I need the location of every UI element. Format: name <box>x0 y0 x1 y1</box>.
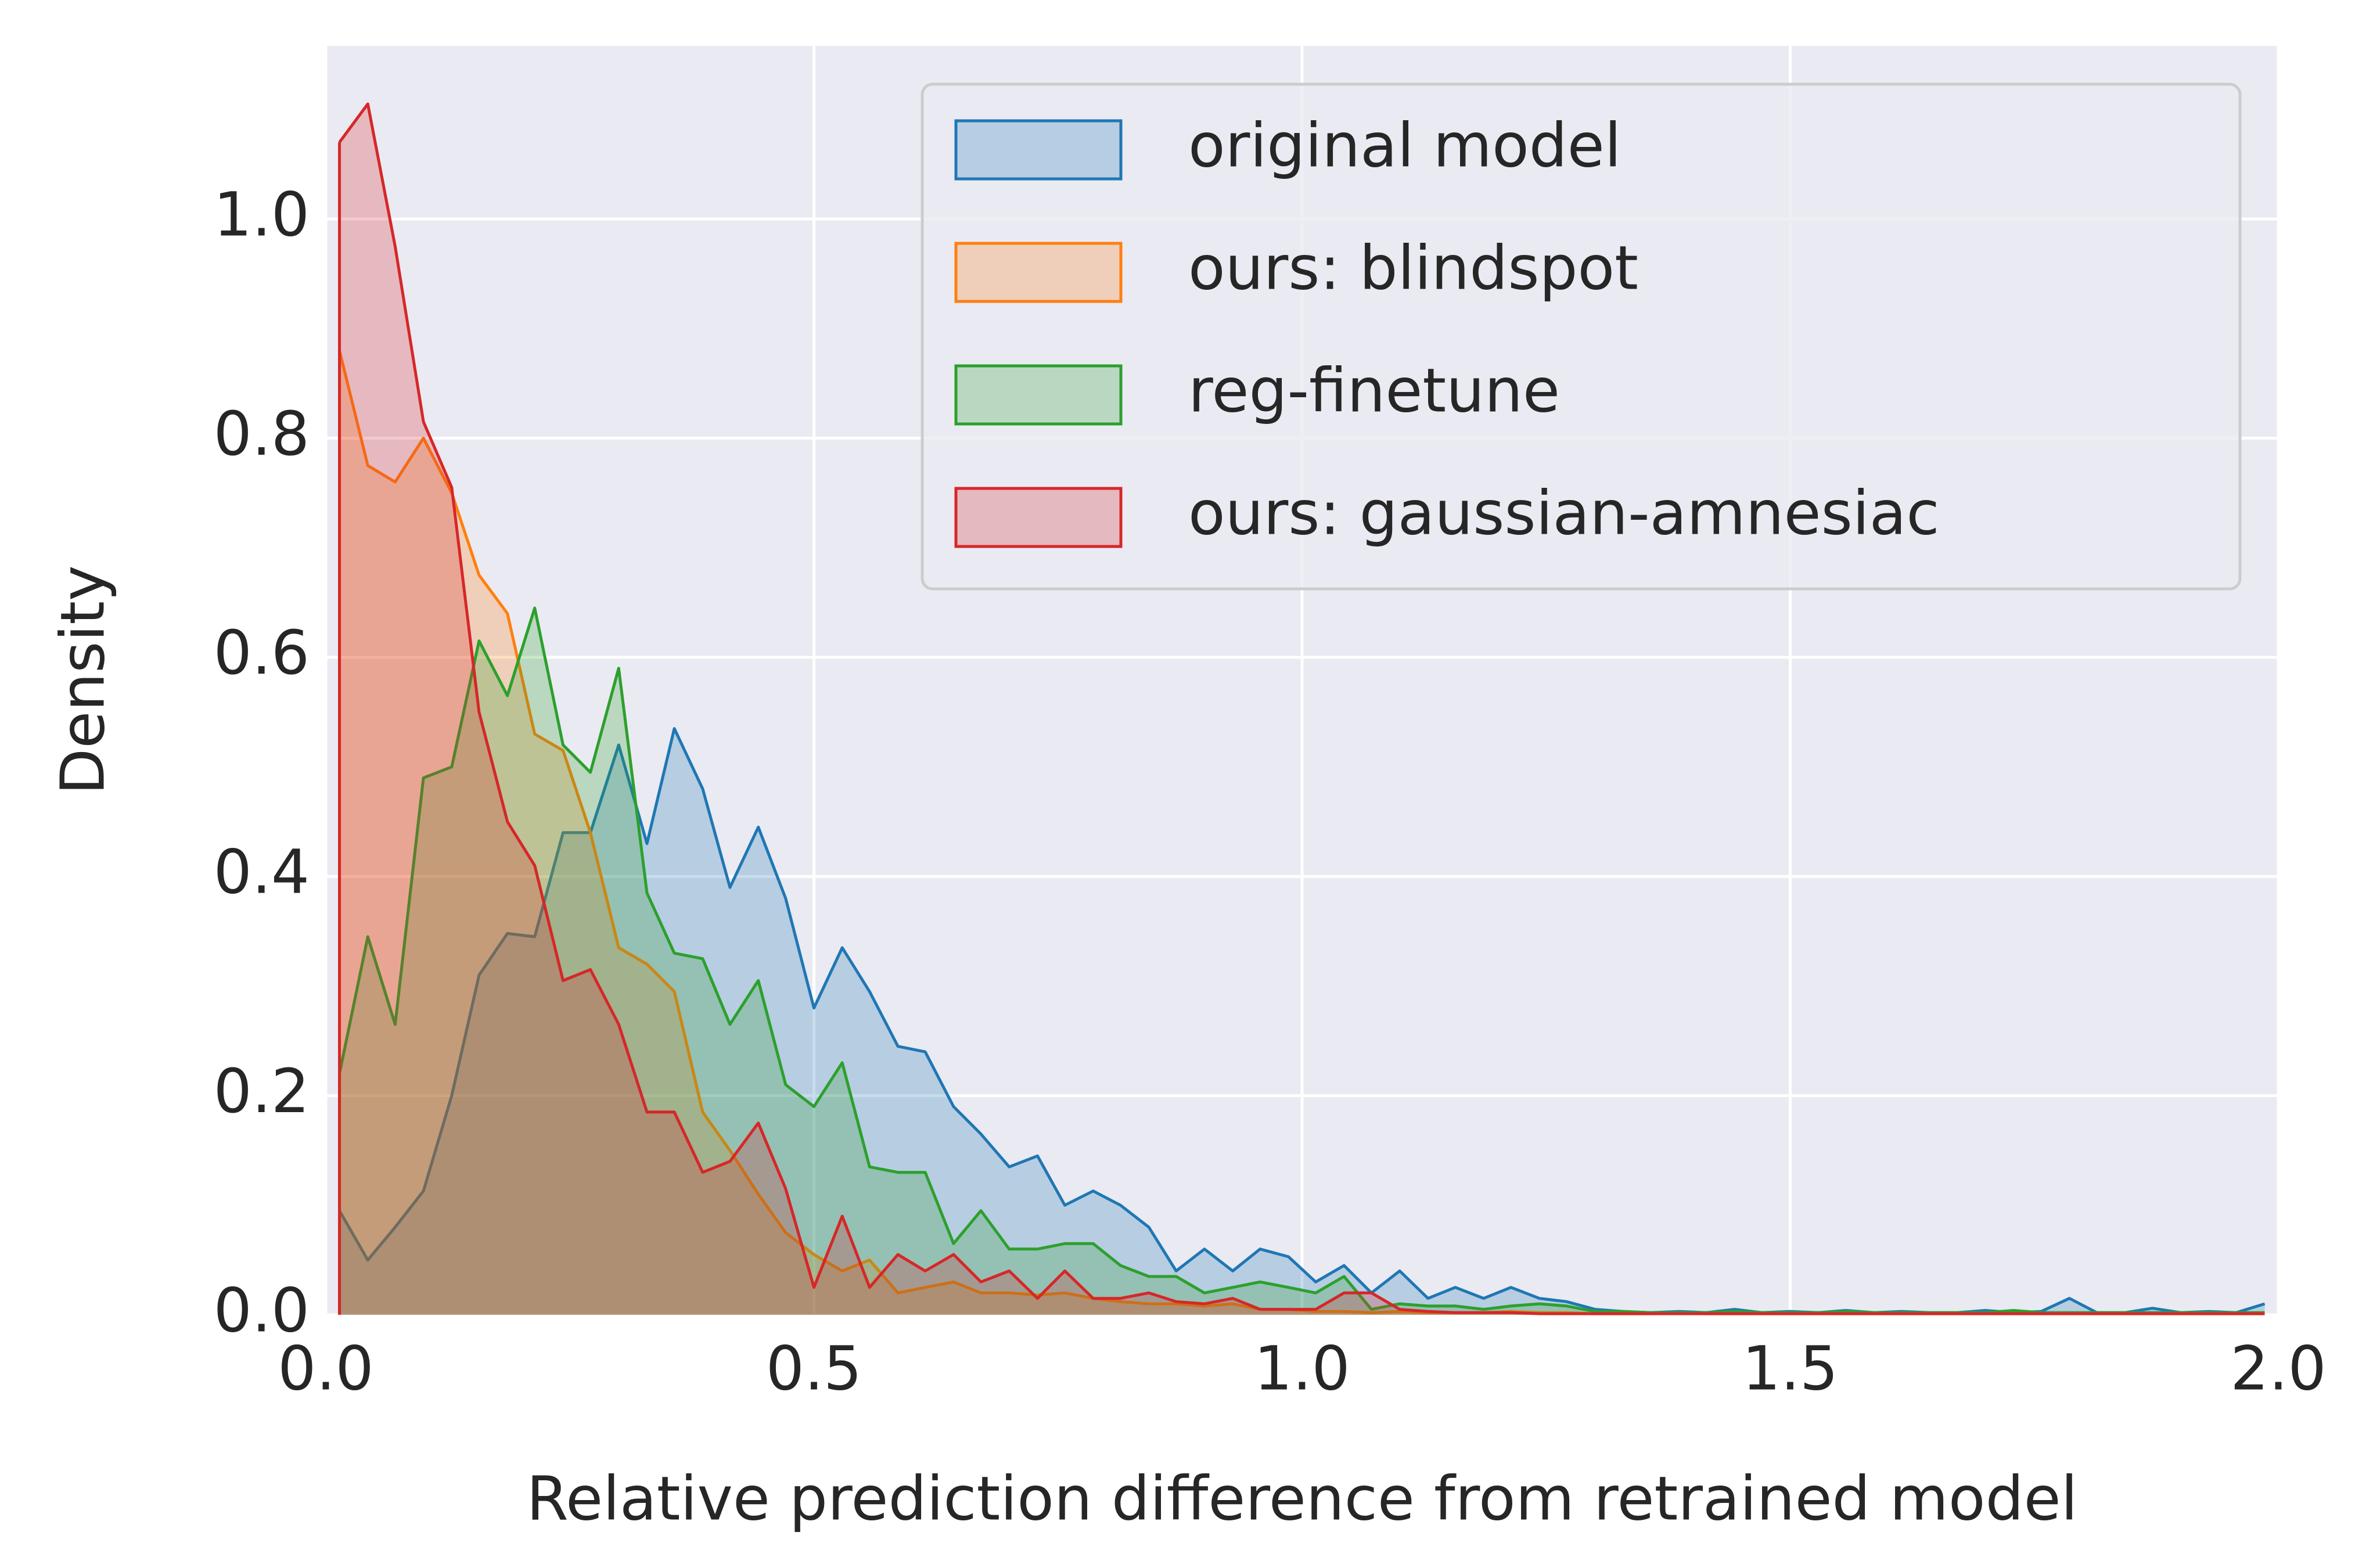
x-tick-label: 1.0 <box>1254 1333 1350 1404</box>
x-tick-label: 1.5 <box>1742 1333 1838 1404</box>
area-fill <box>339 350 2265 1315</box>
legend-label: original model <box>1188 110 1621 181</box>
x-tick-label: 2.0 <box>2230 1333 2326 1404</box>
x-axis-label: Relative prediction difference from retr… <box>527 1463 2078 1534</box>
y-tick-label: 1.0 <box>214 179 310 250</box>
legend-swatch <box>954 242 1123 303</box>
y-tick-label: 0.0 <box>214 1275 310 1346</box>
series-line <box>338 102 2265 1315</box>
legend-swatch <box>954 364 1123 426</box>
y-tick-label: 0.6 <box>214 617 310 688</box>
y-tick-label: 0.2 <box>214 1056 310 1127</box>
legend-swatch <box>954 487 1123 548</box>
legend-label: ours: blindspot <box>1188 232 1638 303</box>
y-tick-label: 0.8 <box>214 398 310 469</box>
area-fill <box>339 104 2265 1315</box>
y-axis-label: Density <box>47 565 118 794</box>
area-fill <box>339 728 2265 1315</box>
legend-label: ours: gaussian-amnesiac <box>1188 477 1940 548</box>
legend-swatch <box>954 119 1123 181</box>
legend-label: reg-finetune <box>1188 355 1560 426</box>
x-tick-label: 0.0 <box>278 1333 373 1404</box>
area-fill <box>339 608 2265 1315</box>
x-tick-label: 0.5 <box>766 1333 862 1404</box>
legend-box <box>921 82 2242 591</box>
y-tick-label: 0.4 <box>214 837 310 908</box>
